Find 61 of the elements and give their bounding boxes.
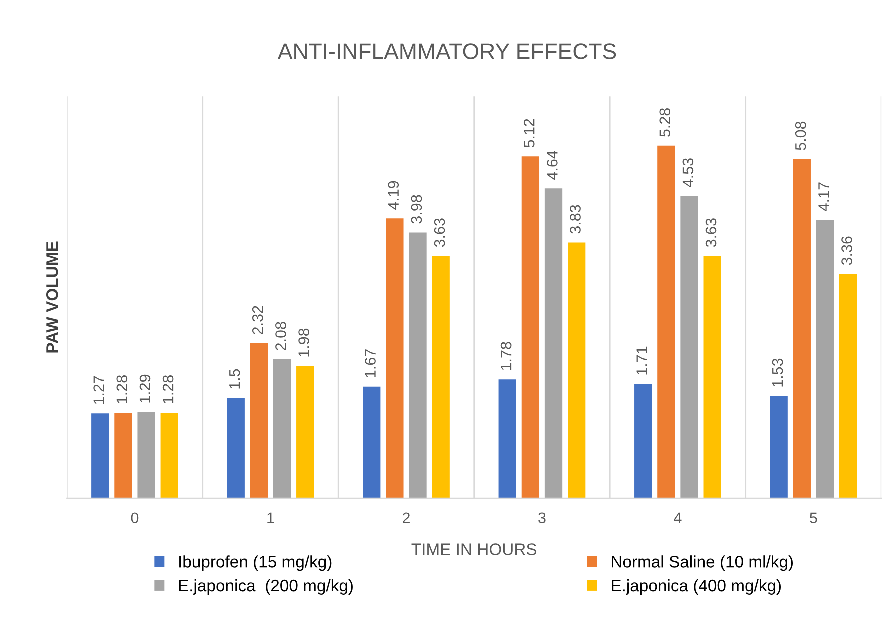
data-label: 1.67: [365, 350, 376, 378]
data-label: 1.78: [500, 342, 512, 370]
legend-label: Ibuprofen (15 mg/kg): [180, 556, 332, 572]
data-label: 3.63: [706, 218, 717, 248]
bar: [522, 156, 540, 498]
x-tick-label: 3: [538, 512, 546, 524]
data-label: 1.71: [636, 346, 648, 375]
x-tick-label: 1: [268, 512, 274, 524]
bar: [273, 360, 292, 498]
data-label: 1.53: [772, 358, 784, 387]
bar: [409, 232, 427, 498]
bar: [227, 398, 245, 498]
bar: [544, 188, 563, 498]
x-tick-label: 2: [403, 512, 410, 524]
data-label: 1.29: [140, 374, 151, 403]
data-label: 5.12: [524, 119, 535, 148]
bar: [498, 380, 516, 498]
x-tick-label: 0: [131, 512, 139, 524]
bar: [568, 242, 586, 498]
y-axis-title: PAW VOLUME: [46, 242, 58, 353]
x-tick-label: 4: [674, 512, 682, 524]
data-label: 3.83: [570, 205, 581, 234]
bar: [680, 196, 698, 498]
data-label: 4.64: [547, 151, 558, 180]
legend-label: Normal Saline (10 ml/kg): [612, 556, 794, 572]
x-tick-label: 5: [810, 512, 818, 524]
bar: [296, 366, 314, 498]
data-label: 3.98: [411, 195, 422, 224]
bar: [634, 384, 652, 498]
bar: [432, 256, 450, 498]
data-label: 4.19: [388, 181, 400, 210]
legend-label: E.japonica (200 mg/kg): [179, 579, 353, 595]
legend-label: E.japonica (400 mg/kg): [612, 579, 782, 595]
bar: [770, 396, 788, 498]
data-label: 1.5: [230, 369, 240, 389]
bar: [363, 386, 381, 498]
bar: [250, 344, 268, 498]
data-label: 1.28: [162, 376, 174, 404]
data-label: 3.36: [842, 236, 852, 266]
data-label: 1.27: [94, 376, 104, 404]
data-label: 4.53: [682, 158, 694, 188]
data-label: 2.08: [276, 322, 286, 350]
bar: [658, 146, 676, 498]
data-label: 2.32: [252, 306, 264, 334]
data-label: 5.28: [660, 108, 671, 137]
bar: [816, 220, 834, 498]
bar: [138, 412, 156, 498]
data-label: 4.17: [818, 182, 830, 212]
data-label: 5.08: [795, 122, 806, 150]
bar: [114, 412, 132, 498]
bar: [92, 414, 110, 498]
bar: [839, 274, 858, 498]
x-axis-title: TIME IN HOURS: [412, 544, 537, 556]
data-label: 1.98: [298, 328, 310, 357]
bar: [160, 412, 178, 498]
bar: [386, 218, 404, 498]
data-label: 3.63: [434, 218, 446, 248]
bar: [704, 256, 722, 498]
bar: [793, 159, 811, 498]
chart-title: ANTI-INFLAMMATORY EFFECTS: [278, 44, 616, 60]
data-label: 1.28: [116, 376, 128, 404]
